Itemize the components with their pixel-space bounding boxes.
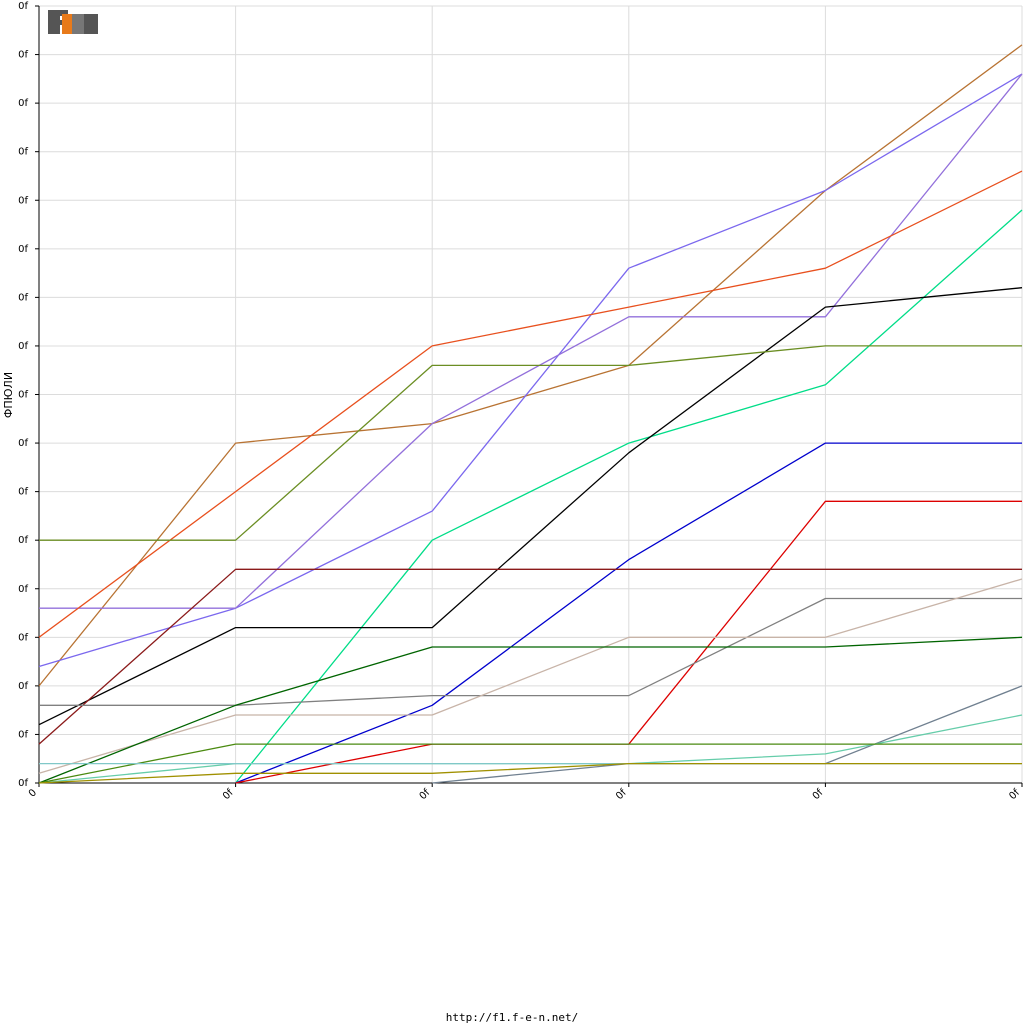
y-tick-label: 0f	[18, 195, 28, 206]
series-line-5	[235, 209, 1023, 784]
y-tick-label: 0f	[18, 50, 28, 61]
series-lines	[38, 44, 1023, 784]
x-tick-label: 0	[27, 787, 39, 799]
x-tick-label: 0f	[221, 787, 236, 802]
y-tick-label: 0f	[18, 147, 28, 158]
y-tick-label: 0f	[18, 584, 28, 595]
x-tick-label: 0f	[614, 787, 629, 802]
series-line-11	[39, 597, 1022, 706]
y-tick-label: 0f	[18, 1, 28, 12]
axes	[35, 5, 1023, 787]
series-line-3	[39, 73, 1023, 609]
series-line-2	[38, 73, 1023, 668]
x-tick-label: 0f	[811, 787, 826, 802]
series-line-4	[38, 170, 1023, 638]
y-tick-label: 0f	[18, 487, 28, 498]
series-line-6	[38, 287, 1023, 726]
y-tick-labels: 0f 0f 0f 0f 0f 0f 0f 0f 0f 0f 0f 0f 0f 0f 0f 0f 0f	[18, 1, 28, 789]
series-line-7	[39, 345, 1022, 541]
footer-url[interactable]: http://f1.f-e-n.net/	[445, 1011, 579, 1024]
series-line-10	[38, 568, 1022, 745]
series-line-13	[38, 636, 1023, 784]
y-axis-label: ФПЮЛИ	[2, 372, 15, 418]
y-tick-label: 0f	[18, 438, 28, 449]
x-tick-labels: 0 0f 0f 0f 0f 0f	[27, 787, 1023, 802]
series-line-1	[38, 44, 1023, 687]
y-tick-label: 0f	[18, 244, 28, 255]
series-line-12	[38, 578, 1023, 774]
y-tick-label: 0f	[18, 729, 28, 740]
series-line-8	[235, 442, 1022, 784]
y-tick-label: 0f	[18, 390, 28, 401]
y-tick-label: 0f	[18, 535, 28, 546]
y-tick-label: 0f	[18, 292, 28, 303]
f1en-logo	[48, 10, 98, 34]
x-tick-label: 0f	[1007, 787, 1022, 802]
y-tick-label: 0f	[18, 632, 28, 643]
x-tick-label: 0f	[418, 787, 433, 802]
series-line-16	[38, 743, 1022, 784]
series-line-18	[38, 762, 1022, 784]
y-tick-label: 0f	[18, 778, 28, 789]
y-tick-label: 0f	[18, 98, 28, 109]
y-tick-label: 0f	[18, 681, 28, 692]
y-tick-label: 0f	[18, 341, 28, 352]
